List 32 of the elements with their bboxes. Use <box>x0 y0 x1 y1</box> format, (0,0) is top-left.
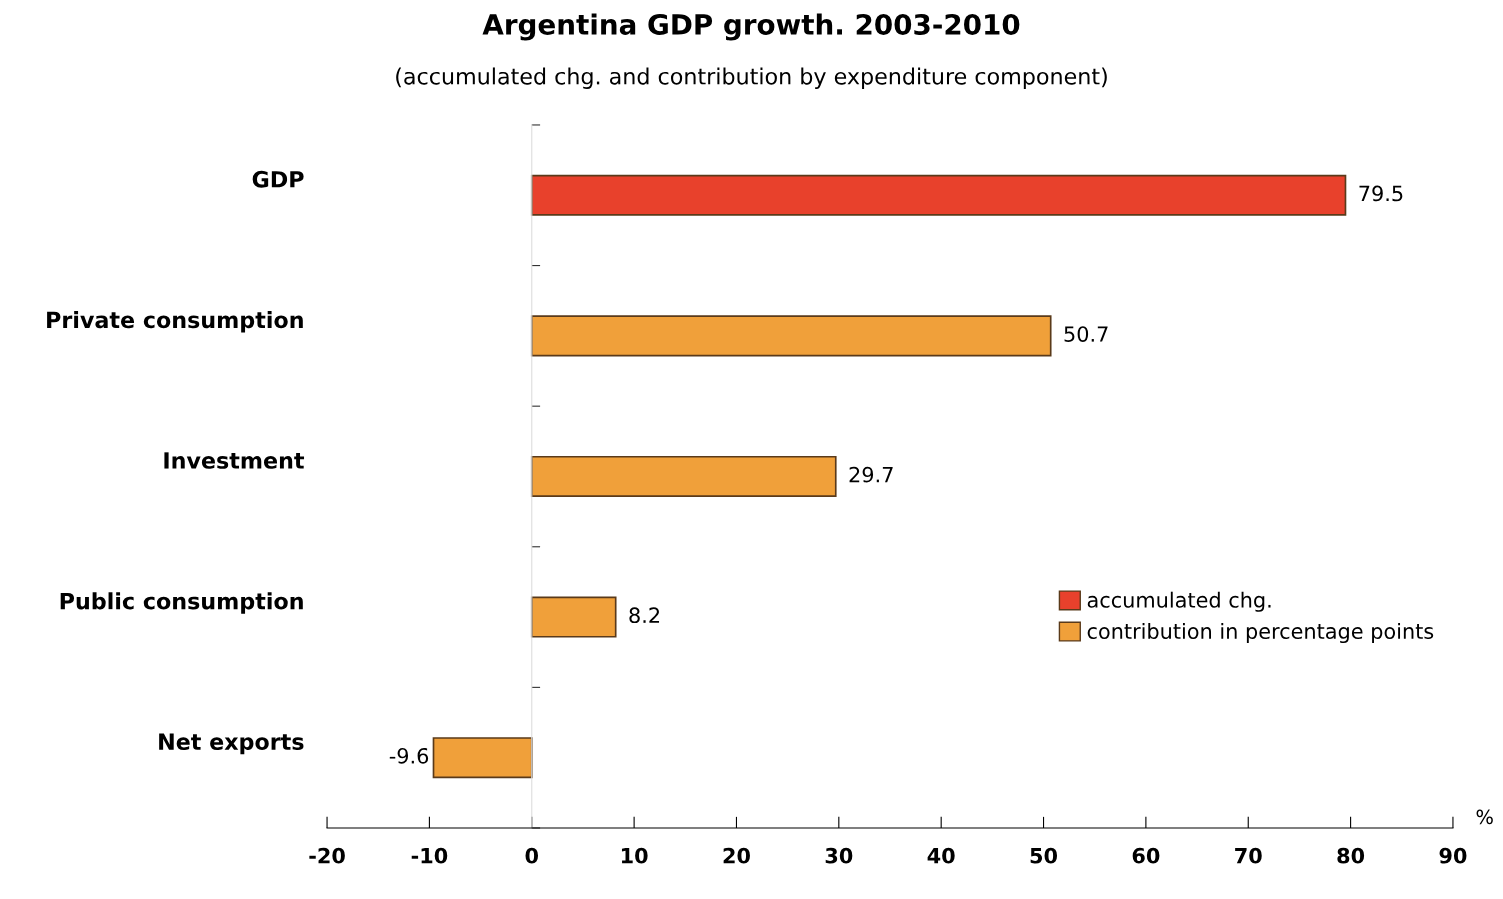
data-label: -9.6 <box>389 747 429 764</box>
bar <box>530 455 837 497</box>
x-tick-label: -10 <box>411 847 448 864</box>
x-tick-label: 20 <box>723 847 750 864</box>
bar <box>530 596 617 638</box>
y-tick-label: Investment <box>164 452 305 469</box>
x-tick-label: -20 <box>309 847 345 864</box>
data-label: 29.7 <box>849 466 893 483</box>
x-tick-label: 0 <box>525 847 539 864</box>
legend-label: contribution in percentage points <box>1087 622 1434 644</box>
data-label: 8.2 <box>629 607 660 624</box>
x-tick-label: 90 <box>1439 847 1467 864</box>
bar <box>530 315 1052 357</box>
x-axis-title: % <box>1476 809 1493 825</box>
x-tick-label: 40 <box>927 847 955 864</box>
legend-label: accumulated chg. <box>1087 591 1271 612</box>
x-tick-label: 70 <box>1235 847 1262 864</box>
data-label: 79.5 <box>1359 185 1403 202</box>
x-tick-label: 50 <box>1030 847 1058 864</box>
y-tick-label: Net exports <box>159 733 304 755</box>
data-label: 50.7 <box>1064 326 1108 342</box>
y-tick-label: GDP <box>252 170 304 188</box>
bar <box>432 737 533 779</box>
y-tick-label: Private consumption <box>47 311 303 333</box>
bar <box>530 174 1347 216</box>
x-tick-label: 80 <box>1337 847 1365 864</box>
x-tick-label: 10 <box>621 847 648 864</box>
chart-title: Argentina GDP growth. 2003-2010 <box>482 13 1020 41</box>
x-tick-label: 30 <box>825 847 853 864</box>
chart-subtitle: (accumulated chg. and contribution by expenditure component) <box>396 67 1107 89</box>
y-tick-label: Public consumption <box>60 592 303 614</box>
x-tick-label: 60 <box>1132 847 1160 864</box>
